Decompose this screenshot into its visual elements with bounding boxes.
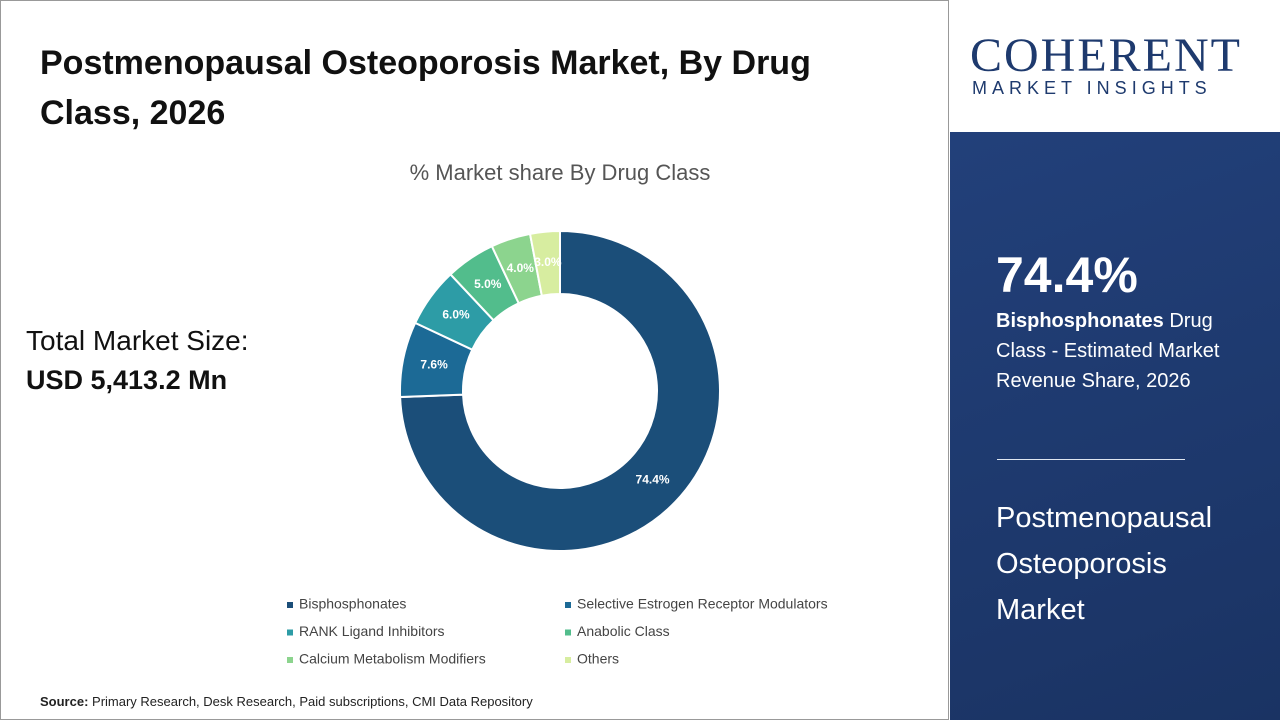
side-panel	[950, 132, 1280, 720]
data-label: 3.0%	[534, 255, 562, 269]
highlight-value: 74.4%	[996, 247, 1138, 303]
highlight-desc: Drug Class - Estimated Market Revenue Sh…	[996, 310, 1220, 392]
source: Source: Primary Research, Desk Research,…	[40, 694, 533, 709]
legend-swatch	[565, 657, 571, 663]
source-text: Primary Research, Desk Research, Paid su…	[92, 694, 533, 709]
data-label: 7.6%	[420, 358, 448, 372]
donut-slice	[399, 229, 721, 552]
legend-swatch	[565, 629, 571, 636]
legend-label: Bisphosphonates	[299, 596, 406, 612]
legend-swatch	[287, 657, 293, 663]
chart-title: % Market share By Drug Class	[410, 160, 711, 185]
legend-swatch	[565, 602, 571, 608]
highlight-market: Postmenopausal Osteoporosis Market	[996, 502, 1213, 626]
page-title: Postmenopausal Osteoporosis Market, By D…	[40, 44, 811, 132]
market-size-value: USD 5,413.2 Mn	[26, 365, 228, 395]
legend-swatch	[287, 629, 293, 636]
data-label: 74.4%	[636, 472, 670, 486]
market-size-label: Total Market Size:	[26, 325, 249, 356]
data-label: 5.0%	[474, 277, 502, 291]
legend-swatch	[287, 602, 293, 608]
logo-tagline: MARKET INSIGHTS	[972, 78, 1212, 98]
legend-label: Others	[577, 651, 619, 667]
separator	[997, 459, 1185, 460]
source-label: Source:	[40, 694, 89, 709]
chart: % Market share By Drug Class 74.4% Bispho…	[287, 160, 828, 667]
legend-label: Selective Estrogen Receptor Modulators	[577, 596, 828, 612]
logo-panel	[950, 0, 1280, 132]
legend-label: Anabolic Class	[577, 623, 670, 639]
highlight-text: Bisphosphonates Drug Class - Estimated M…	[996, 306, 1256, 396]
data-label: 6.0%	[442, 308, 470, 322]
data-label: 4.0%	[507, 261, 535, 275]
legend-label: RANK Ligand Inhibitors	[299, 623, 445, 639]
logo-name: COHERENT	[970, 29, 1242, 82]
donut-slice	[528, 229, 561, 297]
highlight-segment: Bisphosphonates	[996, 310, 1164, 332]
legend-label: Calcium Metabolism Modifiers	[299, 651, 486, 667]
